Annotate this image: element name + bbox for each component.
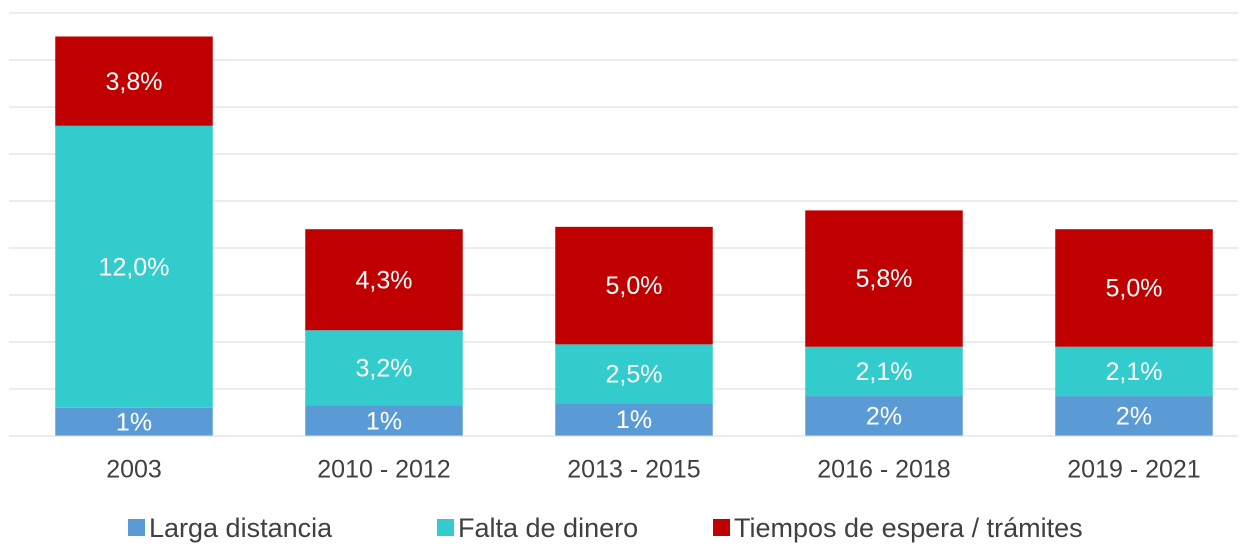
bar-segment <box>805 396 963 436</box>
value-label: 12,0% <box>99 253 170 281</box>
bar-segment <box>305 330 463 406</box>
bar-segment <box>555 344 713 404</box>
value-label: 2,1% <box>856 358 913 386</box>
bar-segment <box>555 226 713 345</box>
bar-segment <box>1055 396 1213 436</box>
value-label: 1% <box>366 407 402 435</box>
bar-segment <box>805 210 963 347</box>
bar-segment <box>555 403 713 436</box>
legend-swatch <box>128 519 145 536</box>
value-label: 5,0% <box>1106 275 1163 303</box>
x-tick-label: 2003 <box>106 456 162 484</box>
legend-label: Falta de dinero <box>458 513 638 543</box>
value-label: 2% <box>866 403 902 431</box>
value-label: 4,3% <box>356 266 413 294</box>
x-tick-label: 2013 - 2015 <box>567 456 700 484</box>
bar-segment <box>1055 346 1213 397</box>
x-tick-label: 2016 - 2018 <box>817 456 950 484</box>
bar-segment <box>805 346 963 397</box>
bar-segment <box>305 229 463 331</box>
bar-segment <box>305 405 463 436</box>
value-label: 5,0% <box>606 272 663 300</box>
value-label: 3,8% <box>106 68 163 96</box>
value-label: 1% <box>116 409 152 437</box>
legend-label: Larga distancia <box>149 513 333 543</box>
value-label: 2,1% <box>1106 358 1163 386</box>
legend-swatch <box>713 519 730 536</box>
bar-segment <box>1055 229 1213 347</box>
bar-segment <box>55 407 213 436</box>
value-label: 2% <box>1116 403 1152 431</box>
x-tick-label: 2010 - 2012 <box>317 456 450 484</box>
x-tick-label: 2019 - 2021 <box>1067 456 1200 484</box>
legend-swatch <box>437 519 454 536</box>
legend-label: Tiempos de espera / trámites <box>734 513 1083 543</box>
bar-segment <box>55 36 213 126</box>
value-label: 1% <box>616 406 652 434</box>
value-label: 5,8% <box>856 265 913 293</box>
value-label: 2,5% <box>606 360 663 388</box>
bar-segment <box>55 125 213 408</box>
value-label: 3,2% <box>356 354 413 382</box>
